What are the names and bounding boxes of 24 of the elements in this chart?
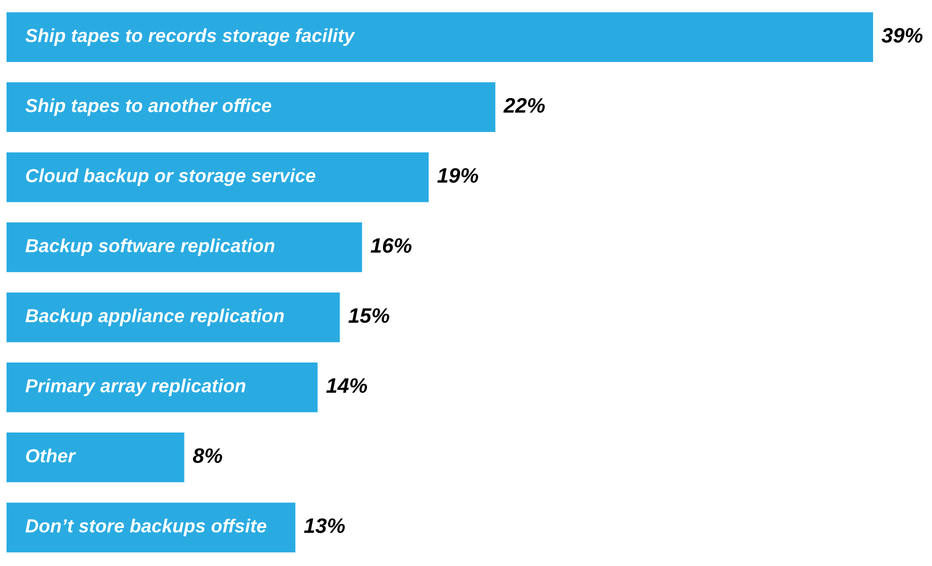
y-tick-label: Cloud backup or storage service — [26, 168, 316, 186]
data-label: 8% — [192, 448, 222, 464]
data-label: 14% — [326, 378, 368, 393]
bar — [6, 362, 318, 412]
bar — [6, 152, 429, 202]
data-label: 13% — [304, 518, 345, 534]
y-tick-label: Primary array replication — [25, 378, 246, 396]
y-tick-label: Backup software replication — [25, 238, 274, 256]
bar — [6, 222, 362, 272]
data-label: 19% — [437, 168, 478, 183]
data-label: 39% — [882, 28, 923, 43]
y-tick-label: Backup appliance replication — [25, 308, 284, 326]
bar — [6, 82, 496, 132]
bar — [6, 502, 296, 552]
bar — [6, 292, 340, 342]
y-tick-label: Don’t store backups offsite — [25, 518, 266, 536]
bar — [6, 12, 874, 62]
y-tick-label: Ship tapes to another office — [25, 98, 272, 116]
data-label: 16% — [370, 238, 412, 253]
y-tick-label: Other — [26, 448, 76, 462]
bar — [6, 432, 184, 482]
data-label: 15% — [348, 308, 390, 323]
data-label: 22% — [503, 98, 545, 113]
y-tick-label: Ship tapes to records storage facility — [25, 28, 356, 46]
